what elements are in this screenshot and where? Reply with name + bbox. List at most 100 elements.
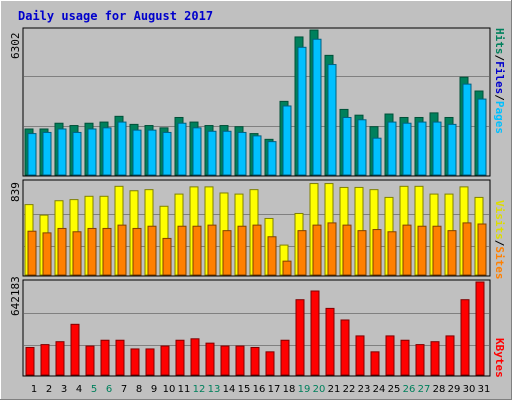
day-label: 18: [283, 384, 296, 395]
kbytes-bar: [130, 348, 140, 376]
kbytes-bar: [445, 335, 455, 376]
kbytes-bar: [460, 299, 470, 376]
files-bar: [267, 141, 277, 176]
day-label: 3: [61, 384, 67, 395]
sites-bar: [102, 227, 112, 276]
legend-entry: /: [493, 240, 506, 247]
sites-bar: [162, 237, 172, 276]
files-bar: [432, 121, 442, 176]
files-bar: [42, 131, 52, 176]
files-bar: [387, 121, 397, 176]
day-label: 8: [136, 384, 142, 395]
day-label: 19: [298, 384, 311, 395]
sites-bar: [132, 227, 142, 276]
sites-bar: [387, 231, 397, 276]
sites-bar: [117, 224, 127, 276]
chart-title: Daily usage for August 2017: [18, 9, 213, 23]
kbytes-bar: [70, 323, 80, 376]
files-bar: [297, 46, 307, 176]
files-bar: [72, 131, 82, 176]
sites-bar: [42, 232, 52, 276]
sites-bar: [72, 231, 82, 276]
kbytes-bar: [385, 335, 395, 376]
y-max-label-kbytes: 642183: [9, 276, 22, 316]
kbytes-bar: [280, 339, 290, 376]
day-label: 2: [46, 384, 52, 395]
legend-entry: Hits: [493, 28, 506, 55]
files-bar: [132, 129, 142, 176]
day-label: 5: [91, 384, 97, 395]
files-bar: [252, 135, 262, 176]
day-label: 12: [193, 384, 206, 395]
legend-entry: /: [493, 55, 506, 62]
sites-bar: [297, 230, 307, 276]
sites-bar: [222, 230, 232, 276]
sites-bar: [447, 230, 457, 276]
kbytes-bar: [145, 348, 155, 376]
legend-entry: Files: [493, 61, 506, 94]
kbytes-bar: [25, 346, 35, 376]
sites-bar: [357, 230, 367, 276]
sites-bar: [252, 224, 262, 276]
day-label: 27: [418, 384, 431, 395]
sites-bar: [312, 224, 322, 276]
kbytes-bar: [340, 319, 350, 376]
kbytes-bar: [250, 346, 260, 376]
kbytes-bar: [160, 345, 170, 376]
day-label: 16: [253, 384, 266, 395]
sites-bar: [237, 225, 247, 276]
kbytes-bar: [175, 339, 185, 376]
files-bar: [372, 137, 382, 176]
files-bar: [237, 131, 247, 176]
files-bar: [312, 38, 322, 176]
day-label: 4: [76, 384, 82, 395]
files-bar: [447, 123, 457, 176]
legend-entry: Sites: [493, 246, 506, 279]
day-label: 14: [223, 384, 236, 395]
day-label: 24: [373, 384, 386, 395]
files-bar: [327, 64, 337, 176]
x-axis-day-labels: 1 2 3 4 5 6 7 8 9 10 11 12 13 14 15 16 17 18 19 20 21 22 23 24 2…: [31, 384, 491, 395]
y-max-label-visits: 839: [9, 182, 22, 202]
day-label: 22: [343, 384, 356, 395]
kbytes-bar: [205, 342, 215, 376]
files-bar: [102, 127, 112, 176]
kbytes-bar: [100, 339, 110, 376]
y-max-label-hits: 6302: [9, 33, 22, 60]
day-label: 30: [463, 384, 476, 395]
files-bar: [357, 119, 367, 176]
legend-hits-files-pages: Hits/Files/Pages: [493, 28, 506, 134]
day-label: 7: [121, 384, 127, 395]
kbytes-bar: [235, 345, 245, 376]
files-bar: [402, 122, 412, 176]
sites-bar: [372, 229, 382, 276]
day-label: 31: [478, 384, 491, 395]
sites-bar: [147, 225, 157, 276]
kbytes-bar: [400, 339, 410, 376]
sites-bar: [342, 224, 352, 276]
kbytes-bar: [325, 307, 335, 376]
sites-bar: [267, 236, 277, 276]
kbytes-bar: [295, 299, 305, 376]
day-label: 9: [151, 384, 157, 395]
kbytes-bar: [415, 344, 425, 376]
legend-visits-sites: Visits/Sites: [493, 200, 506, 280]
day-label: 23: [358, 384, 371, 395]
sites-bar: [87, 227, 97, 276]
sites-bar: [402, 224, 412, 276]
sites-bar: [417, 225, 427, 276]
kbytes-bar: [115, 339, 125, 376]
legend-entry: Visits: [493, 200, 506, 240]
kbytes-bar: [370, 351, 380, 376]
chart-marks: [24, 29, 487, 376]
day-label: 1: [31, 384, 37, 395]
files-bar: [57, 128, 67, 176]
legend-entry: Pages: [493, 101, 506, 134]
day-label: 10: [163, 384, 176, 395]
sites-bar: [462, 222, 472, 276]
legend-kbytes: KBytes: [493, 338, 506, 378]
kbytes-bar: [190, 338, 200, 376]
kbytes-bar: [220, 345, 230, 376]
kbytes-bar: [40, 344, 50, 376]
